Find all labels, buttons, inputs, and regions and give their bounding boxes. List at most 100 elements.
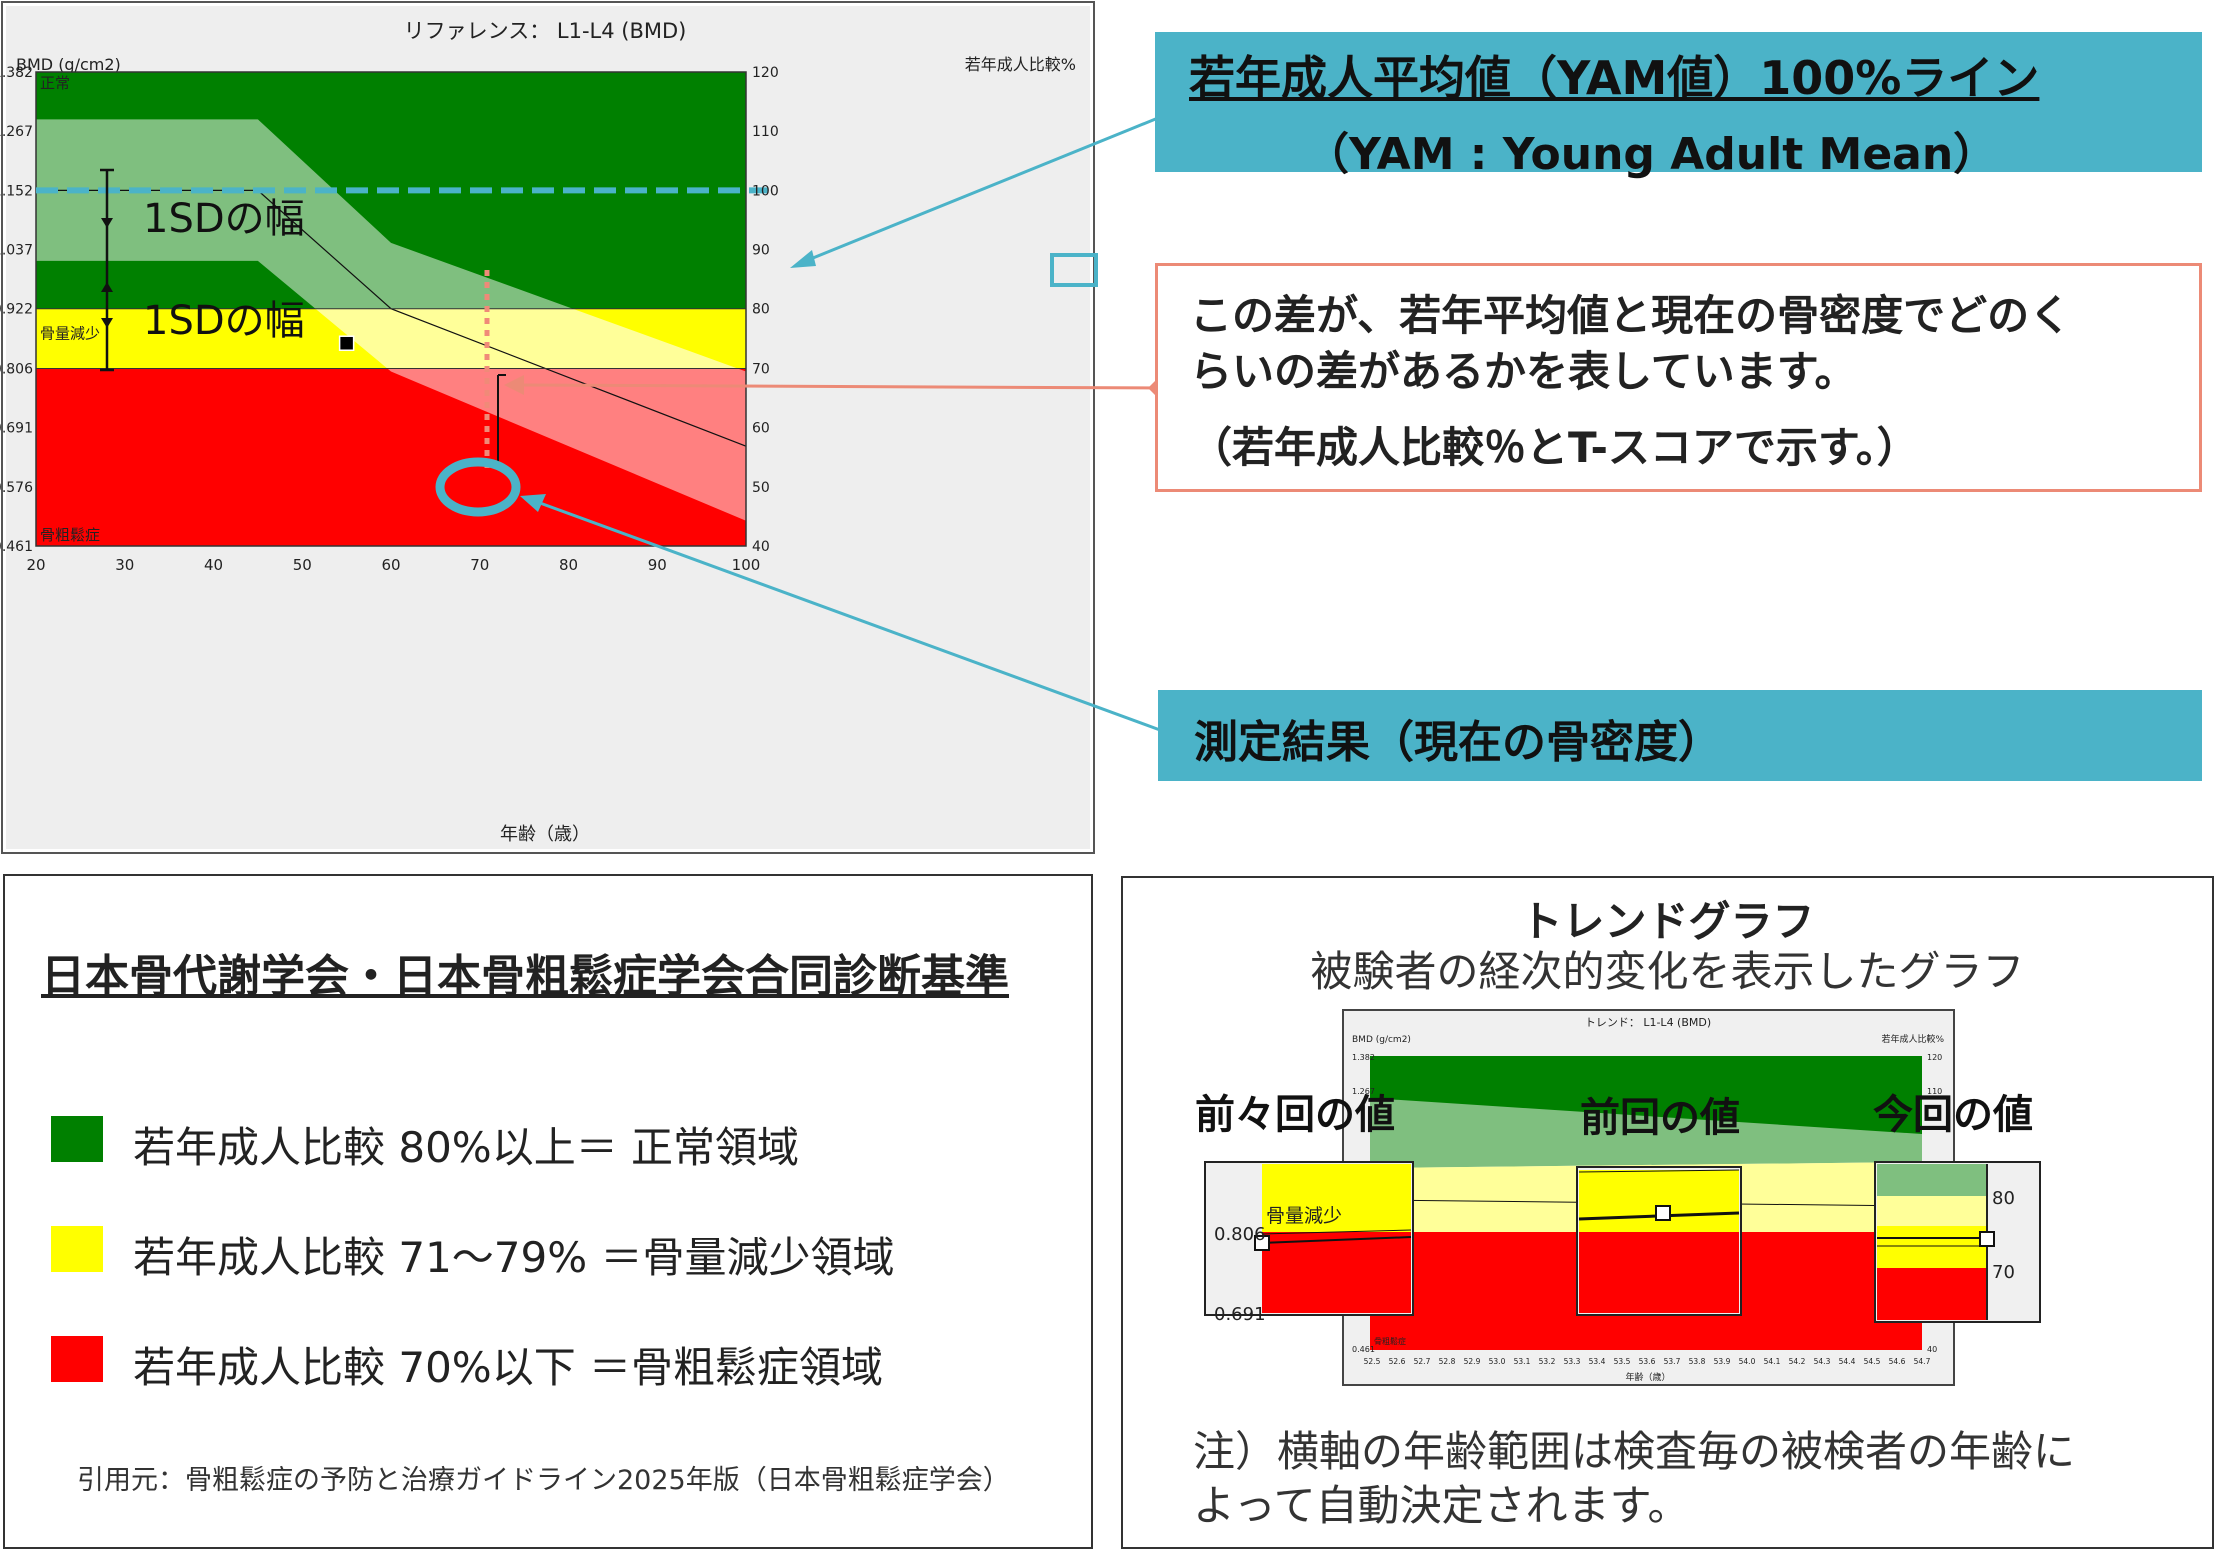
criteria-panel: 日本骨代謝学会・日本骨粗鬆症学会合同診断基準 若年成人比較 80%以上＝ 正常領…	[3, 874, 1093, 1549]
green-swatch-icon	[51, 1116, 103, 1162]
criteria-row-osteopenia-text: 若年成人比較 71～79% ＝骨量減少領域	[133, 1233, 895, 1282]
trend-x-tick-label: 53.1	[1514, 1357, 1531, 1366]
sd-arrow-head	[101, 282, 113, 292]
trend-x-tick-label: 53.4	[1589, 1357, 1606, 1366]
red-swatch-icon	[51, 1336, 103, 1382]
zoom-inset-left-tick: 0.806	[1214, 1224, 1266, 1245]
y-left-tick-label: 1.152	[0, 183, 33, 199]
yam-right-axis-highlight	[1050, 253, 1098, 287]
reference-x-label: 年齢（歳）	[500, 824, 590, 845]
trend-x-tick-label: 54.7	[1914, 1357, 1931, 1366]
trend-x-tick-label: 52.8	[1439, 1357, 1456, 1366]
zoom-inset-right-yellow	[1877, 1226, 1987, 1268]
difference-pointer-arrow	[504, 375, 524, 395]
trend-y-right-label: 若年成人比較%	[1881, 1033, 1944, 1045]
y-right-tick-label: 50	[752, 480, 770, 496]
trend-point-label-current: 今回の値	[1873, 1092, 2033, 1138]
measurement-pointer-arrow	[520, 494, 546, 512]
trend-tick-r110: 110	[1927, 1087, 1942, 1096]
zoom-inset-mid-line2	[1578, 1169, 1740, 1173]
yam-pointer-arrow	[790, 250, 816, 268]
measurement-pointer-line	[539, 501, 1161, 732]
trend-x-tick-label: 53.5	[1614, 1357, 1631, 1366]
criteria-citation: 引用元：骨粗鬆症の予防と治療ガイドライン2025年版（日本骨粗鬆症学会）	[77, 1465, 1010, 1496]
y-left-tick-label: 1.382	[0, 65, 33, 81]
zoom-inset-left-line	[1261, 1236, 1412, 1244]
trend-x-tick-label: 54.4	[1839, 1357, 1856, 1366]
trend-x-tick-label: 52.9	[1464, 1357, 1481, 1366]
trend-x-tick-label: 53.9	[1714, 1357, 1731, 1366]
y-right-tick-label: 90	[752, 243, 770, 259]
zone-label-normal: 正常	[40, 74, 70, 92]
criteria-row-normal-text: 若年成人比較 80%以上＝ 正常領域	[133, 1123, 800, 1172]
reference-band-zone-osteopenia	[315, 308, 738, 369]
x-tick-label: 100	[732, 556, 761, 574]
difference-pointer-line	[519, 383, 1161, 390]
difference-callout-line2: らいの差があるかを表しています。	[1190, 347, 1857, 396]
x-tick-label: 50	[293, 556, 312, 574]
zoom-inset-left-tick-cut: 0.691	[1214, 1304, 1266, 1325]
sd-arrow-head	[101, 318, 113, 328]
difference-callout: この差が、若年平均値と現在の骨密度でどのく らいの差があるかを表しています。 （…	[1155, 263, 2202, 492]
yam-callout: 若年成人平均値（YAM値）100%ライン （YAM : Young Adult …	[1155, 32, 2202, 180]
measurement-annotation	[435, 457, 1161, 732]
difference-callout-line1: この差が、若年平均値と現在の骨密度でどのく	[1190, 291, 2072, 340]
trend-x-tick-label: 53.3	[1564, 1357, 1581, 1366]
y-left-tick-label: 0.461	[0, 539, 33, 555]
trend-x-tick-label: 53.6	[1639, 1357, 1656, 1366]
measurement-marker	[338, 335, 355, 351]
trend-tick-0461: 0.461	[1352, 1345, 1375, 1354]
trend-x-tick-label: 53.0	[1489, 1357, 1506, 1366]
y-left-tick-label: 1.267	[0, 124, 33, 140]
zoom-inset-left-line2	[1261, 1229, 1412, 1235]
y-left-tick-label: 0.806	[0, 361, 33, 377]
trend-x-tick-label: 54.5	[1864, 1357, 1881, 1366]
zoom-inset-left-red	[1262, 1232, 1411, 1313]
y-right-tick-label: 70	[752, 361, 770, 377]
zoom-inset-right-red	[1877, 1268, 1987, 1320]
zoom-inset-left-marker	[1254, 1235, 1270, 1251]
zoom-inset-mid-yellow	[1579, 1170, 1739, 1232]
x-tick-label: 80	[559, 556, 578, 574]
y-right-tick-label: 110	[752, 124, 779, 140]
x-tick-label: 60	[381, 556, 400, 574]
zoom-inset-right-marker	[1979, 1231, 1995, 1247]
trend-osteoporosis-label: 骨粗鬆症	[1374, 1336, 1406, 1346]
trend-tick-r40: 40	[1927, 1345, 1937, 1354]
zoom-inset-right-paleyellow	[1877, 1196, 1987, 1226]
reference-y-left-label: BMD (g/cm2)	[16, 55, 121, 74]
trend-x-label: 年齢（歳）	[1625, 1371, 1670, 1383]
trend-x-ticks: 52.5 52.6 52.7 52.8 52.9 53.0 53.1 53.2 53.3 53.4…	[1364, 1357, 1931, 1366]
zoom-inset-mid-red	[1579, 1232, 1739, 1313]
yellow-swatch-icon	[51, 1226, 103, 1272]
criteria-row-osteoporosis-text: 若年成人比較 70%以下 ＝骨粗鬆症領域	[133, 1343, 884, 1392]
trend-point-label-first: 前々回の値	[1195, 1092, 1395, 1138]
trend-x-tick-label: 54.2	[1789, 1357, 1806, 1366]
y-right-tick-label: 120	[752, 65, 779, 81]
zoom-inset-left-yellow	[1262, 1164, 1411, 1232]
y-right-tick-label: 40	[752, 539, 770, 555]
zone-label-osteopenia: 骨量減少	[40, 325, 100, 343]
trend-chart: トレンド： L1-L4 (BMD) BMD (g/cm2) 若年成人比較% 1.…	[1195, 1009, 2041, 1386]
trend-x-tick-label: 53.8	[1689, 1357, 1706, 1366]
measurement-callout: 測定結果（現在の骨密度）	[1158, 690, 2202, 781]
reference-chart-title: リファレンス： L1-L4 (BMD)	[404, 19, 687, 43]
zone-label-osteoporosis: 骨粗鬆症	[40, 526, 100, 544]
zoom-inset-right-green	[1877, 1164, 1987, 1196]
reference-y-right-label: 若年成人比較%	[965, 55, 1076, 74]
trend-x-tick-label: 53.2	[1539, 1357, 1556, 1366]
criteria-title: 日本骨代謝学会・日本骨粗鬆症学会合同診断基準	[41, 951, 1009, 1002]
zoom-inset-mid-marker	[1655, 1205, 1671, 1221]
trend-x-tick-label: 52.5	[1364, 1357, 1381, 1366]
y-left-tick-label: 1.037	[0, 243, 33, 259]
sd-label-lower: 1SDの幅	[143, 298, 305, 344]
x-tick-label: 30	[115, 556, 134, 574]
y-left-tick-label: 0.576	[0, 480, 33, 496]
sd-annotations: 1SDの幅 1SDの幅	[100, 168, 305, 372]
trend-x-tick-label: 54.0	[1739, 1357, 1756, 1366]
y-right-tick-label: 60	[752, 421, 770, 437]
trend-chart-title: トレンド： L1-L4 (BMD)	[1585, 1016, 1711, 1029]
difference-callout-line3: （若年成人比較％とT-スコアで示す。）	[1190, 423, 1919, 472]
zoom-inset-left-zone-label: 骨量減少	[1266, 1205, 1342, 1227]
yam-callout-subtitle: （YAM : Young Adult Mean）	[1305, 129, 1998, 180]
